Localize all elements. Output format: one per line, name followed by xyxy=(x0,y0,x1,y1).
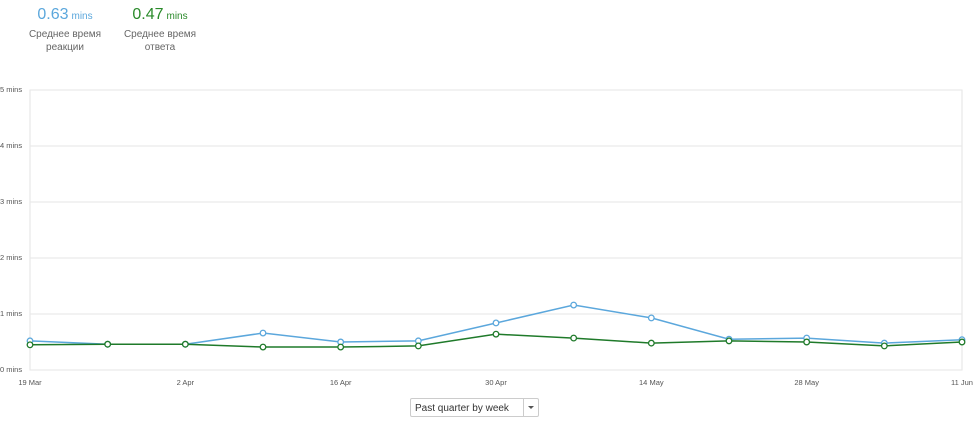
y-tick-label: 4 mins xyxy=(0,141,22,150)
data-point xyxy=(880,342,888,350)
x-tick-label: 30 Apr xyxy=(485,378,507,387)
stat-unit: mins xyxy=(166,11,188,22)
data-point xyxy=(181,340,189,348)
data-point xyxy=(647,314,655,322)
x-tick-label: 28 May xyxy=(794,378,819,387)
x-tick-label: 14 May xyxy=(639,378,664,387)
plot-area xyxy=(29,89,963,371)
x-tick-label: 19 Mar xyxy=(18,378,42,387)
stat-value: 0.47 xyxy=(132,6,164,23)
data-point xyxy=(259,329,267,337)
stat: 0.63 mins Среднее время реакции xyxy=(20,6,110,54)
dropdown-caret[interactable] xyxy=(523,399,538,416)
stat-unit: mins xyxy=(71,11,93,22)
y-tick-label: 5 mins xyxy=(0,85,22,94)
data-point xyxy=(492,330,500,338)
stat-value: 0.63 xyxy=(37,6,69,23)
data-point xyxy=(958,338,966,346)
x-tick-label: 2 Apr xyxy=(177,378,195,387)
stat-value-row: 0.63 mins xyxy=(20,6,110,24)
data-point xyxy=(492,319,500,327)
data-point xyxy=(725,337,733,345)
y-tick-label: 2 mins xyxy=(0,253,22,262)
data-point xyxy=(337,343,345,351)
stat: 0.47 mins Среднее время ответа xyxy=(115,6,205,54)
data-point xyxy=(104,340,112,348)
data-point xyxy=(570,301,578,309)
data-point xyxy=(26,341,34,349)
y-tick-label: 0 mins xyxy=(0,365,22,374)
data-point xyxy=(803,338,811,346)
period-dropdown[interactable]: Past quarter by week xyxy=(410,398,539,417)
stat-caption: Среднее время реакции xyxy=(28,29,102,53)
stat-caption: Среднее время ответа xyxy=(123,29,197,53)
data-point xyxy=(647,339,655,347)
data-point xyxy=(259,343,267,351)
y-tick-label: 3 mins xyxy=(0,197,22,206)
stat-value-row: 0.47 mins xyxy=(115,6,205,24)
dropdown-label: Past quarter by week xyxy=(415,403,509,414)
data-point xyxy=(414,342,422,350)
chart: 0 mins 1 mins 2 mins 3 mins 4 mins 5 mins 19 M… xyxy=(0,85,973,387)
x-tick-label: 11 Jun xyxy=(951,378,973,387)
y-tick-label: 1 mins xyxy=(0,309,22,318)
data-point xyxy=(570,334,578,342)
x-tick-label: 16 Apr xyxy=(330,378,352,387)
